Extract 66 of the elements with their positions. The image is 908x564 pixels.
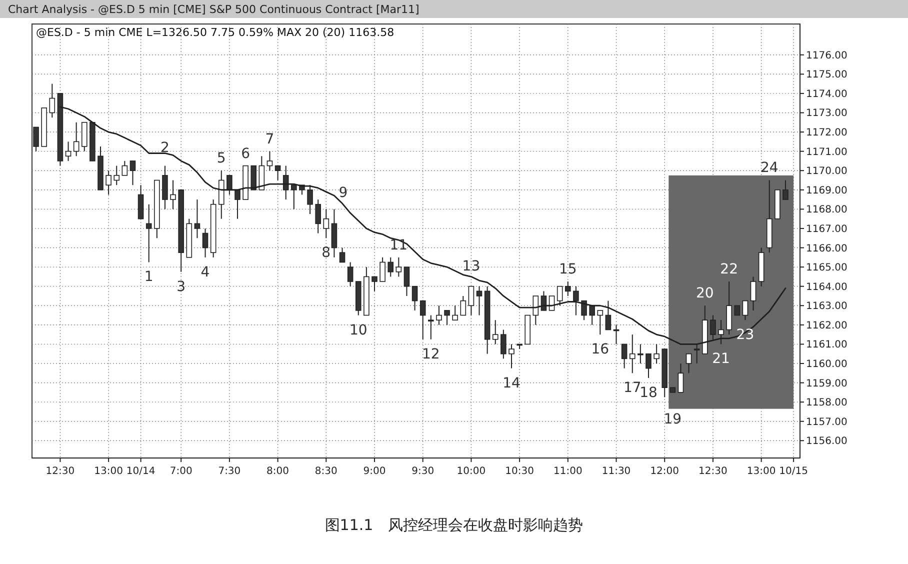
x-tick-label: 10:30	[505, 466, 534, 477]
y-tick-label: 1161.00	[806, 340, 848, 351]
y-tick-label: 1175.00	[806, 70, 848, 81]
annotation: 23	[736, 327, 754, 344]
x-tick-label: 9:00	[363, 466, 386, 477]
y-tick-label: 1165.00	[806, 262, 848, 274]
annotation: 20	[696, 286, 714, 302]
annotation: 4	[200, 264, 210, 280]
annotation: 12	[422, 346, 440, 362]
x-tick-label: 10/14	[126, 466, 156, 477]
annotation: 8	[322, 245, 331, 262]
annotation: 1	[144, 269, 154, 286]
annotation: 2	[160, 140, 170, 156]
y-tick-label: 1173.00	[806, 108, 848, 120]
window-title-bar: Chart Analysis - @ES.D 5 min [CME] S&P 500 Continuous Contract [Mar11]	[0, 0, 908, 18]
y-tick-label: 1171.00	[806, 146, 848, 158]
annotation: 10	[349, 322, 368, 338]
x-tick-label: 12:30	[698, 466, 728, 477]
y-tick-label: 1176.00	[806, 50, 848, 62]
x-tick-label: 10/15	[779, 466, 808, 477]
annotation: 11	[390, 237, 408, 254]
annotation: 22	[720, 262, 738, 278]
x-tick-label: 12:00	[650, 466, 680, 477]
chart-subtitle: @ES.D - 5 min CME L=1326.50 7.75 0.59% MAX 20 (20) 1163.58	[36, 26, 394, 39]
y-tick-label: 1166.00	[806, 243, 848, 254]
y-tick-label: 1164.00	[806, 282, 848, 293]
y-tick-label: 1157.00	[806, 416, 848, 428]
x-tick-label: 8:00	[266, 466, 290, 477]
x-tick-label: 10:00	[456, 466, 486, 477]
x-tick-label: 8:30	[314, 466, 338, 477]
annotation: 7	[265, 131, 274, 148]
annotation: 19	[664, 411, 682, 428]
annotation: 24	[760, 160, 778, 176]
x-tick-label: 9:30	[412, 466, 434, 477]
x-tick-label: 13:00	[746, 466, 776, 477]
caption: 图11.1 风控经理会在收盘时影响趋势	[324, 516, 584, 534]
x-tick-label: 12:30	[46, 466, 75, 477]
y-tick-label: 1170.00	[806, 166, 848, 178]
annotation: 6	[241, 146, 250, 162]
x-tick-label: 7:00	[170, 466, 192, 477]
y-tick-label: 1174.00	[806, 88, 848, 100]
x-tick-label: 11:30	[602, 466, 631, 477]
annotation: 14	[502, 375, 520, 392]
annotation: 15	[558, 262, 577, 278]
y-tick-label: 1172.00	[806, 128, 848, 139]
x-tick-label: 7:30	[218, 466, 241, 477]
annotation: 9	[338, 185, 348, 202]
x-tick-label: 13:00	[94, 466, 123, 477]
annotation: 3	[176, 278, 186, 295]
y-tick-label: 1163.00	[806, 301, 848, 312]
annotation: 5	[216, 150, 226, 167]
chart-title: Chart Analysis - @ES.D 5 min [CME] S&P 500 Continuous Contract [Mar11]	[8, 3, 420, 16]
annotation: 16	[591, 342, 610, 358]
annotation: 21	[712, 351, 730, 368]
annotation: 18	[640, 384, 658, 401]
y-tick-label: 1156.00	[806, 436, 848, 448]
y-tick-label: 1167.00	[806, 224, 848, 235]
y-tick-label: 1169.00	[806, 185, 848, 196]
annotation: 13	[462, 258, 480, 274]
y-tick-label: 1158.00	[806, 398, 848, 409]
annotation: 17	[623, 380, 642, 396]
x-tick-label: 11:00	[553, 466, 582, 477]
y-tick-label: 1162.00	[806, 320, 848, 332]
y-tick-label: 1168.00	[806, 204, 848, 216]
y-tick-label: 1159.00	[806, 378, 848, 390]
y-tick-label: 1160.00	[806, 358, 848, 370]
